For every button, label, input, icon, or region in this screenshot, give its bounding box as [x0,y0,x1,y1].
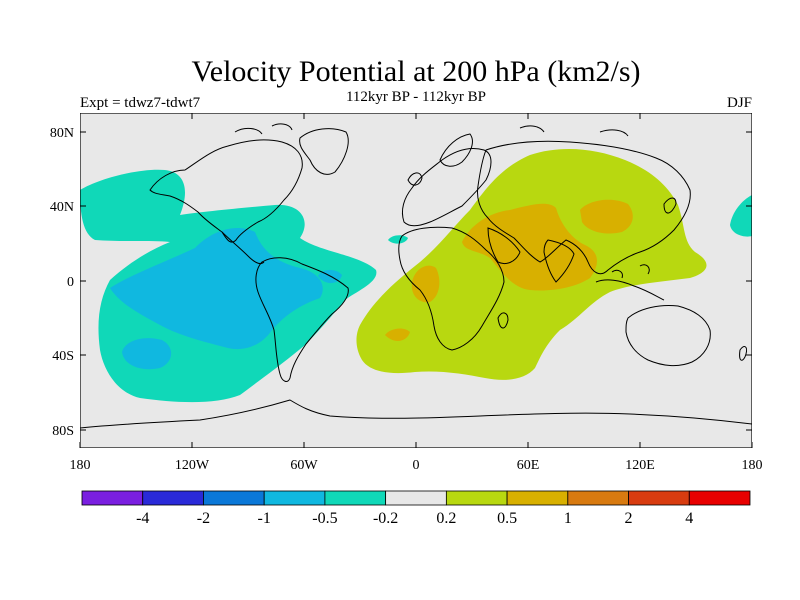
coastline-australia [625,305,711,367]
coastline-british-isles [407,172,423,186]
lon-label-120w: 120W [175,458,210,473]
lat-label-80s: 80S [52,424,74,439]
latitude-labels: 80N 40N 0 40S 80S [50,126,74,439]
contour-pos-mid-east-asia [580,199,633,234]
colorbar-labels: -4 -2 -1 -0.5 -0.2 0.2 0.5 1 2 4 [136,510,693,527]
colorbar-label: -4 [136,510,149,527]
coastline-antarctica [80,399,752,429]
colorbar-label: 1 [564,510,572,527]
coastline-south-america [255,257,349,382]
lat-label-40s: 40S [52,349,74,364]
period-label: 112kyr BP - 112kyr BP [346,89,486,105]
map-panel [80,113,752,448]
lat-label-0: 0 [67,275,74,290]
contour-pos-mid-south-atlantic [385,328,410,342]
colorbar-swatch [324,490,387,506]
colorbar-swatch [142,490,204,506]
colorbar-label: 2 [625,510,633,527]
coastline-africa [398,226,505,351]
contour-pos-mid-africa [411,265,440,303]
lon-label-180e: 180 [742,458,763,473]
coastline-arctic-islands [234,123,629,137]
lon-label-180w: 180 [70,458,91,473]
colorbar-label: 0.2 [436,510,456,527]
colorbar-swatch [81,490,144,506]
colorbar-swatch [385,490,447,506]
lon-label-60e: 60E [517,458,540,473]
contour-neg-weak-small-atlantic [388,235,408,244]
contour-neg-mid-south [122,338,172,370]
lon-label-60w: 60W [290,458,318,473]
colorbar-swatch [567,490,629,506]
colorbar-swatch [445,490,508,506]
colorbar-swatch [263,490,326,506]
coastline-japan [663,197,677,214]
latitude-axis [80,131,752,431]
colorbar-label: -0.5 [312,510,337,527]
coastline-madagascar [497,312,509,329]
coastline-scandinavia [439,133,473,167]
coastline-north-america [149,139,303,243]
colorbar-label: 4 [685,510,693,527]
contour-neg-weak-east-edge [730,195,752,237]
colorbar-swatches [81,490,751,506]
lon-label-0: 0 [413,458,420,473]
colorbar-label: 0.5 [497,510,517,527]
longitude-axis [79,113,753,448]
coastline-india [543,239,575,283]
figure-title: Velocity Potential at 200 hPa (km2/s) [191,55,640,88]
lat-label-40n: 40N [50,200,74,215]
lon-label-120e: 120E [625,458,655,473]
longitude-labels: 180 120W 60W 0 60E 120E 180 [70,458,763,473]
lat-label-80n: 80N [50,126,74,141]
experiment-label: Expt = tdwz7-tdwt7 [80,95,201,111]
coastlines [80,123,752,429]
colorbar-swatch [203,490,265,506]
coastline-indonesia [595,264,665,301]
season-label: DJF [727,95,752,111]
coastline-arabia [487,227,521,265]
colorbar-swatch [506,490,569,506]
colorbar-swatch [688,490,751,506]
colorbar-label: -1 [258,510,271,527]
coastline-asia [477,140,691,275]
coastline-greenland [299,128,349,175]
colorbar-swatch [628,490,690,506]
colorbar: -4 -2 -1 -0.5 -0.2 0.2 0.5 1 2 4 [81,490,751,527]
colorbar-label: -0.2 [373,510,398,527]
colorbar-label: -2 [197,510,210,527]
coastline-new-zealand [739,346,747,361]
